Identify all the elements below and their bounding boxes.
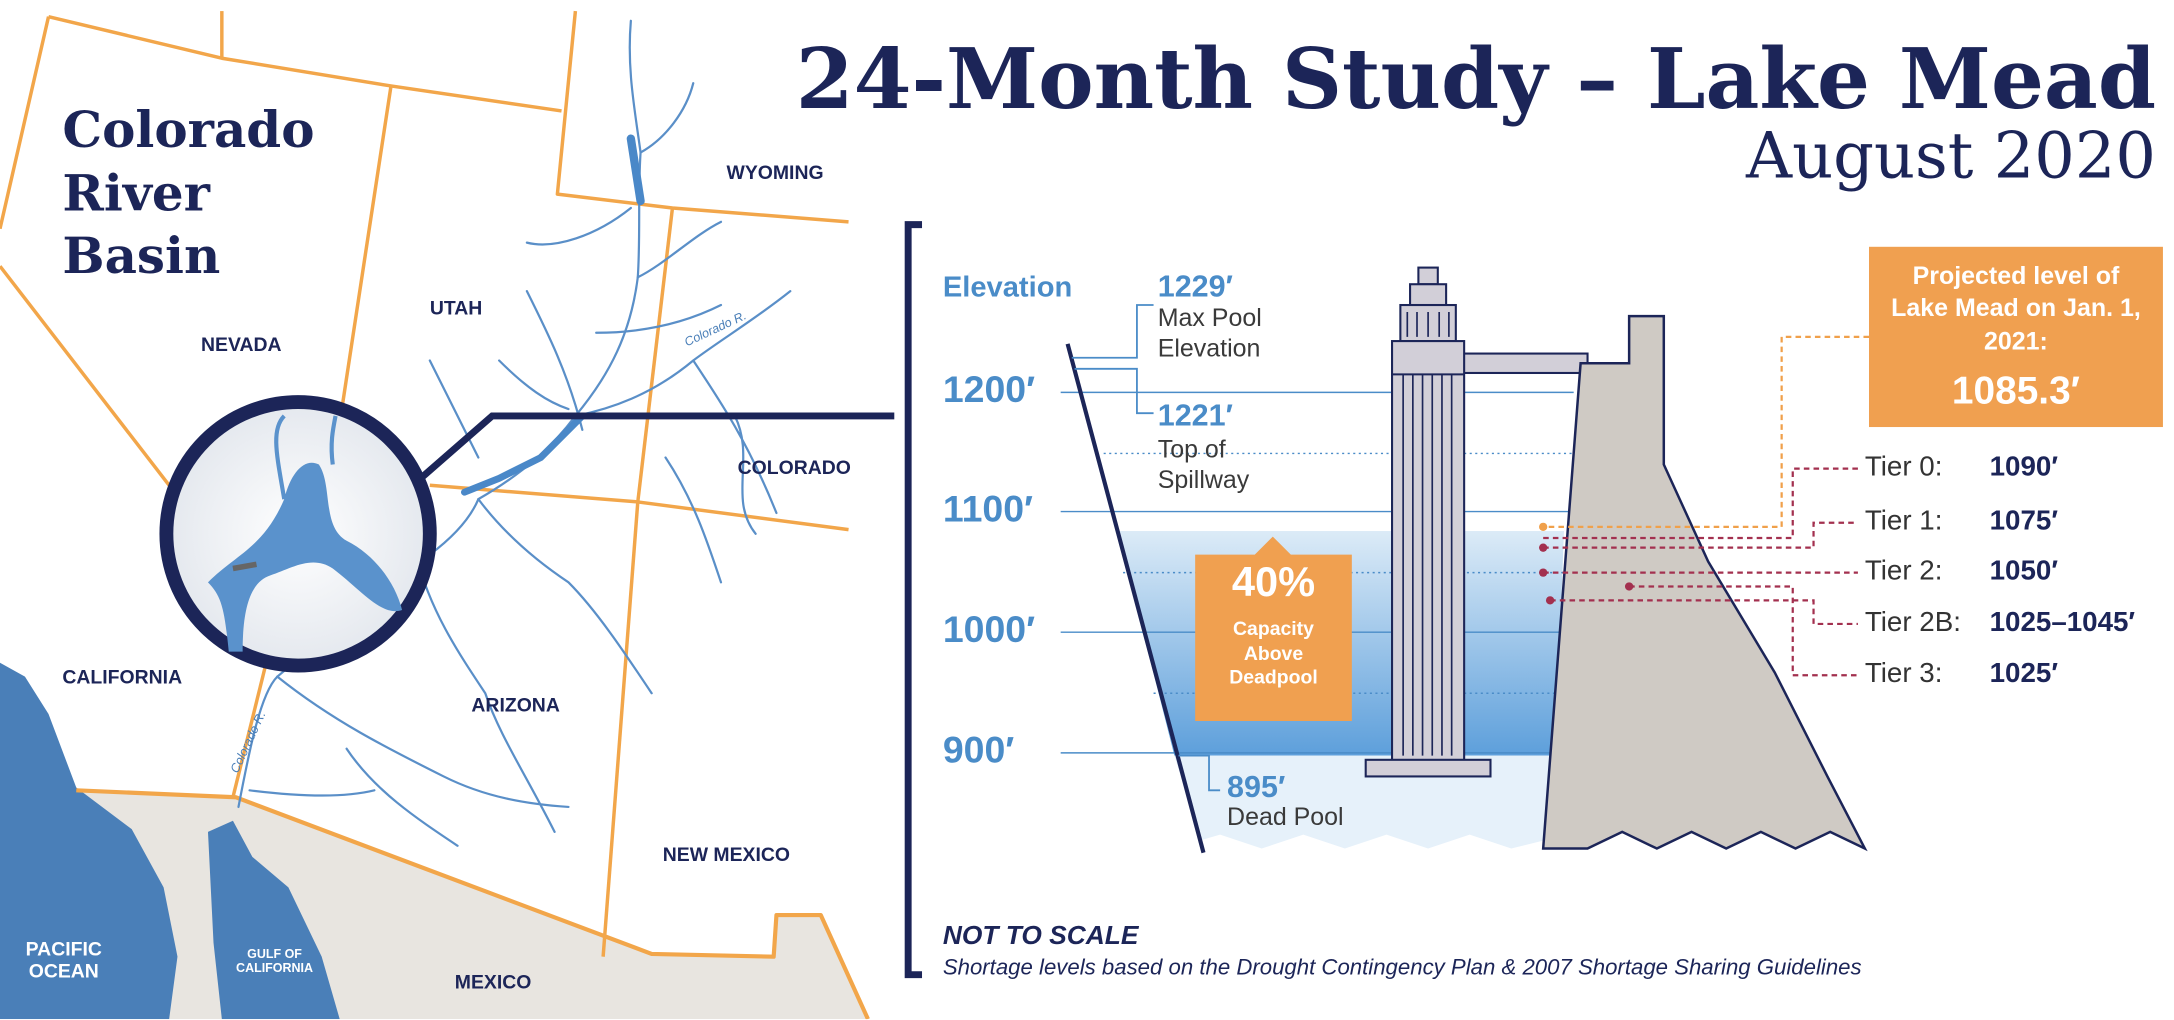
state-borders-part <box>555 10 849 224</box>
tier-leaders-part <box>1629 585 1858 677</box>
projection-box <box>1869 246 2163 428</box>
marker-leaders-part <box>1071 304 1154 359</box>
gulf-label: GULF OF CALIFORNIA <box>236 946 314 976</box>
tier-level: 1075′ <box>1989 506 2058 537</box>
country-label: MEXICO <box>454 970 532 993</box>
state-label: NEW MEXICO <box>662 842 791 866</box>
gulf-of-california <box>207 820 340 1020</box>
tier-leaders <box>1543 467 1858 677</box>
tier-name: Tier 1: <box>1864 506 1943 537</box>
rivers-part <box>248 675 570 847</box>
ocean-label: PACIFIC OCEAN <box>25 937 102 982</box>
tier-dots-part <box>1539 543 1548 552</box>
elevation-tick: 900′ <box>942 729 1015 771</box>
projection-value: 1085.3′ <box>1951 368 2080 412</box>
capacity-value: 40% <box>1231 560 1316 606</box>
elevation-tick: 1000′ <box>942 608 1036 651</box>
elevation-heading: Elevation <box>942 271 1073 304</box>
state-label: COLORADO <box>737 456 851 479</box>
tier-level: 1050′ <box>1989 555 2058 587</box>
state-borders-part <box>231 662 268 798</box>
intake-tower-part <box>1402 311 1453 756</box>
intake-tower-part <box>1364 758 1492 778</box>
tier-level: 1025′ <box>1989 658 2058 690</box>
intake-tower-part <box>1417 266 1439 286</box>
marker-label: Top of Spillway <box>1157 435 1250 494</box>
capacity-box <box>1195 536 1352 721</box>
state-borders-part <box>340 85 393 406</box>
map-title: Colorado River Basin <box>62 101 315 287</box>
rivers-part <box>414 498 653 834</box>
marker-value: 895′ <box>1227 769 1286 805</box>
lake-mead-shape <box>207 414 403 652</box>
marker-label: Max Pool Elevation <box>1157 303 1262 362</box>
dead-pool-water <box>1174 755 1556 849</box>
tier-level: 1025–1045′ <box>1989 607 2136 638</box>
title: 24-Month Study – Lake Mead <box>795 31 2157 129</box>
intake-tower-part <box>1409 283 1448 307</box>
projection-label: Projected level of Lake Mead on Jan. 1, … <box>1891 262 2141 355</box>
tier-dots <box>1539 543 1634 605</box>
intake-tower-part <box>1461 352 1589 375</box>
lake-mead-shape-part <box>274 414 338 500</box>
state-label: UTAH <box>429 296 483 319</box>
dam <box>1541 314 1868 852</box>
state-borders-part <box>601 501 640 957</box>
tier-leaders-part <box>1543 521 1858 549</box>
tier-leaders-part <box>1550 599 1858 626</box>
marker-leaders-part <box>1178 754 1221 792</box>
tier-name: Tier 0: <box>1864 451 1943 483</box>
rivers-part <box>636 220 778 535</box>
marker-leaders <box>1071 304 1221 792</box>
state-label: NEVADA <box>201 332 282 355</box>
intake-tower <box>1364 266 1589 778</box>
zoom-connector <box>413 412 895 486</box>
elevation-tick: 1100′ <box>942 488 1034 530</box>
rivers-part <box>574 290 792 418</box>
scale-note: NOT TO SCALE <box>942 922 1139 952</box>
state-borders-part <box>636 207 675 503</box>
lake-powell <box>461 412 586 496</box>
projection-leader <box>1543 335 1870 528</box>
marker-leaders-part <box>1074 367 1154 415</box>
projection-dot <box>1539 522 1548 532</box>
map <box>0 10 895 1020</box>
tier-name: Tier 2: <box>1864 555 1943 587</box>
marker-label: Dead Pool <box>1227 802 1344 831</box>
state-borders-part <box>48 14 562 113</box>
state-borders-part <box>76 788 870 1020</box>
tier-dots-part <box>1624 582 1634 591</box>
tier-level: 1090′ <box>1989 451 2058 483</box>
elevation-tick: 1200′ <box>942 368 1036 411</box>
tier-dots-part <box>1545 596 1555 605</box>
pacific-ocean <box>0 662 178 1020</box>
tier-dots-part <box>1539 568 1548 577</box>
upper-lake <box>626 134 645 206</box>
tier-name: Tier 2B: <box>1864 607 1961 638</box>
rivers-part <box>428 359 723 584</box>
capacity-label: Capacity Above Deadpool <box>1229 616 1318 688</box>
bracket <box>904 221 923 979</box>
tier-name: Tier 3: <box>1864 658 1943 690</box>
state-label: WYOMING <box>726 160 824 184</box>
reservoir-wall <box>1065 343 1206 854</box>
lake-mead-shape-part <box>232 561 257 572</box>
state-label: CALIFORNIA <box>62 665 183 688</box>
state-label: ARIZONA <box>471 693 560 716</box>
source-note: Shortage levels based on the Drought Con… <box>942 956 1862 981</box>
subtitle: August 2020 <box>1746 117 2157 193</box>
marker-value: 1221′ <box>1157 397 1233 433</box>
state-borders-part <box>0 16 51 230</box>
state-borders <box>0 10 870 1020</box>
rivers-part <box>525 82 723 431</box>
dotted-lines <box>1103 452 1574 694</box>
tier-leaders-part <box>1543 467 1858 540</box>
lake-mead-shape-part <box>207 462 403 652</box>
marker-value: 1229′ <box>1157 268 1233 304</box>
state-borders-part <box>0 265 171 487</box>
